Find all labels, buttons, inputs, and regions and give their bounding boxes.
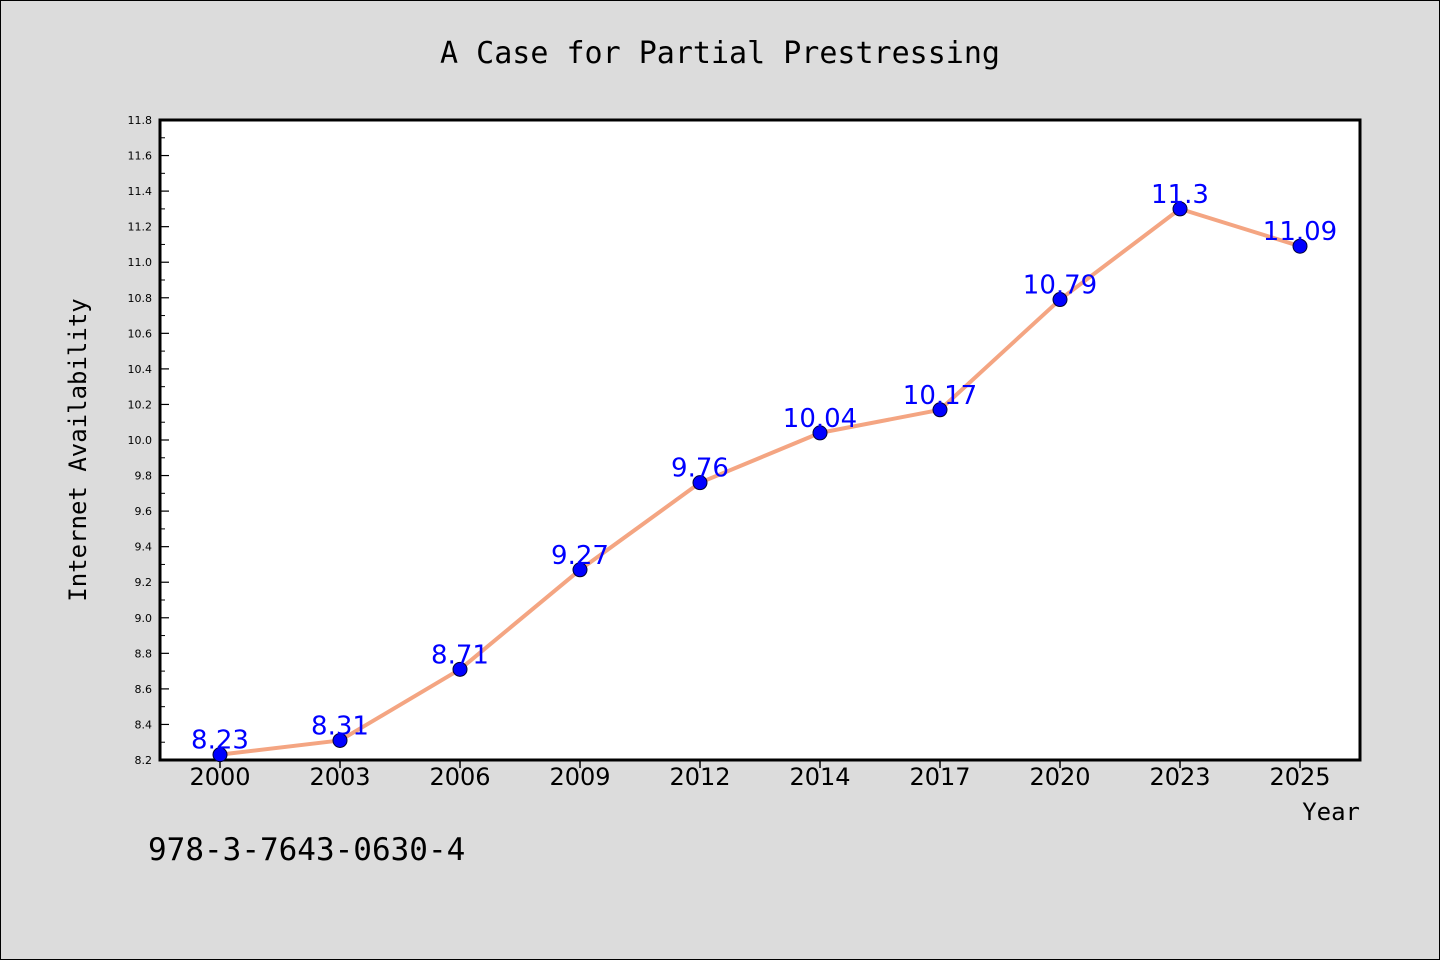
data-points [212,201,1308,763]
data-label: 11.3 [1151,180,1209,210]
y-tick-label: 11.6 [128,150,153,163]
data-point [332,732,348,748]
data-label: 9.76 [671,454,729,484]
x-tick-label: 2009 [549,763,610,791]
data-label: 9.27 [551,541,609,571]
y-axis: 8.2 8.4 8.6 8.8 9.0 9.2 9.4 9.6 9.8 10.0 10.2 10.4 1… [128,114,169,767]
isbn-text: 978-3-7643-0630-4 [148,832,466,868]
x-tick-label: 2012 [669,763,730,791]
y-tick-label: 11.0 [128,256,153,269]
x-axis: 2000 2003 2006 2009 2012 2014 2017 2020 2023 2025 [189,760,1331,791]
y-tick-label: 8.2 [135,754,153,767]
data-label: 10.04 [783,404,857,434]
data-point [1172,201,1188,217]
y-tick-label: 9.8 [135,470,153,483]
y-tick-label: 11.2 [128,221,153,234]
data-label: 8.23 [191,726,249,756]
x-tick-label: 2000 [189,763,250,791]
x-axis-label: Year [1302,798,1360,826]
x-tick-label: 2017 [909,763,970,791]
chart-title: A Case for Partial Prestressing [440,36,1000,71]
data-point [212,747,228,763]
data-point [572,562,588,578]
y-tick-label: 11.8 [128,114,153,127]
y-tick-label: 10.6 [128,327,153,340]
data-label: 11.09 [1263,217,1337,247]
y-tick-label: 10.2 [128,398,153,411]
y-tick-label: 9.2 [135,576,153,589]
data-point [452,661,468,677]
y-tick-label: 10.0 [128,434,153,447]
y-tick-label: 9.6 [135,505,153,518]
data-label: 10.79 [1023,271,1097,301]
data-point [1052,292,1068,308]
y-tick-label: 10.4 [128,363,153,376]
y-axis-label: Internet Availability [64,298,92,601]
y-tick-label: 8.4 [135,718,153,731]
data-point [932,402,948,418]
x-tick-label: 2023 [1149,763,1210,791]
data-label: 10.17 [903,381,977,411]
x-tick-label: 2014 [789,763,850,791]
data-point [692,475,708,491]
data-labels: 8.23 8.31 8.71 9.27 9.76 10.04 10.17 10.79 11.3 1… [191,180,1337,756]
y-tick-label: 10.8 [128,292,153,305]
y-tick-label: 11.4 [128,185,153,198]
plot-area [158,118,1362,762]
x-tick-label: 2003 [309,763,370,791]
x-tick-label: 2025 [1269,763,1330,791]
y-tick-label: 8.8 [135,647,153,660]
data-point [812,425,828,441]
series-line-path [219,206,1301,757]
data-label: 8.31 [311,711,369,741]
x-tick-label: 2020 [1029,763,1090,791]
data-label: 8.71 [431,640,489,670]
series-line [219,206,1301,757]
x-tick-label: 2006 [429,763,490,791]
y-tick-label: 9.4 [135,541,153,554]
y-tick-label: 9.0 [135,612,153,625]
data-point [1292,238,1308,254]
y-tick-label: 8.6 [135,683,153,696]
